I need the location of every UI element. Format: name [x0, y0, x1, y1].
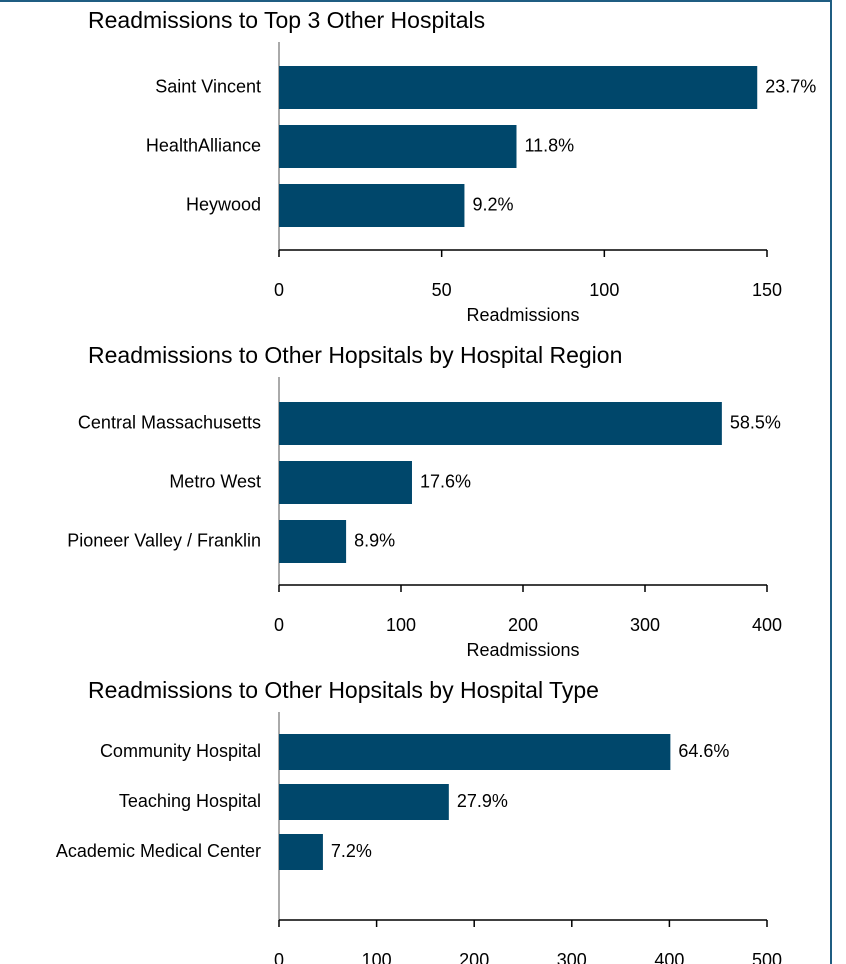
chart-title: Readmissions to Top 3 Other Hospitals: [88, 7, 485, 33]
x-tick-label: 300: [557, 950, 587, 964]
bar: [279, 784, 449, 820]
share-label: 23.7%: [765, 76, 816, 96]
y-tick-label: Teaching Hospital: [119, 791, 261, 811]
x-tick-label: 50: [432, 280, 452, 300]
share-label: 7.2%: [331, 841, 372, 861]
bar: [279, 125, 517, 168]
bar: [279, 402, 722, 445]
share-label: 9.2%: [472, 194, 513, 214]
bar: [279, 66, 758, 109]
bar: [279, 834, 323, 870]
y-tick-label: Academic Medical Center: [56, 841, 261, 861]
y-tick-label: Central Massachusetts: [78, 412, 261, 432]
x-tick-label: 0: [274, 950, 284, 964]
bar: [279, 734, 671, 770]
y-tick-label: HealthAlliance: [146, 135, 261, 155]
x-tick-label: 200: [508, 615, 538, 635]
chart-title: Readmissions to Other Hopsitals by Hospi…: [88, 677, 599, 703]
share-label: 64.6%: [678, 741, 729, 761]
bar: [279, 461, 412, 504]
y-tick-label: Saint Vincent: [155, 76, 261, 96]
chart-title: Readmissions to Other Hopsitals by Hospi…: [88, 342, 622, 368]
x-tick-label: 100: [589, 280, 619, 300]
x-tick-label: 300: [630, 615, 660, 635]
y-tick-label: Heywood: [186, 194, 261, 214]
x-tick-label: 400: [752, 615, 782, 635]
bar: [279, 520, 347, 563]
x-tick-label: 400: [654, 950, 684, 964]
x-tick-label: 500: [752, 950, 782, 964]
x-tick-label: 200: [459, 950, 489, 964]
y-tick-label: Community Hospital: [100, 741, 261, 761]
bar: [279, 184, 465, 227]
share-label: 27.9%: [457, 791, 508, 811]
x-tick-label: 100: [386, 615, 416, 635]
x-axis-label: Readmissions: [466, 305, 579, 325]
x-tick-label: 150: [752, 280, 782, 300]
x-tick-label: 0: [274, 280, 284, 300]
x-axis-label: Readmissions: [466, 640, 579, 660]
share-label: 11.8%: [524, 135, 574, 155]
share-label: 8.9%: [354, 530, 395, 550]
x-tick-label: 0: [274, 615, 284, 635]
y-tick-label: Pioneer Valley / Franklin: [67, 530, 261, 550]
share-label: 58.5%: [730, 412, 781, 432]
x-tick-label: 100: [362, 950, 392, 964]
y-tick-label: Metro West: [169, 471, 261, 491]
share-label: 17.6%: [420, 471, 471, 491]
